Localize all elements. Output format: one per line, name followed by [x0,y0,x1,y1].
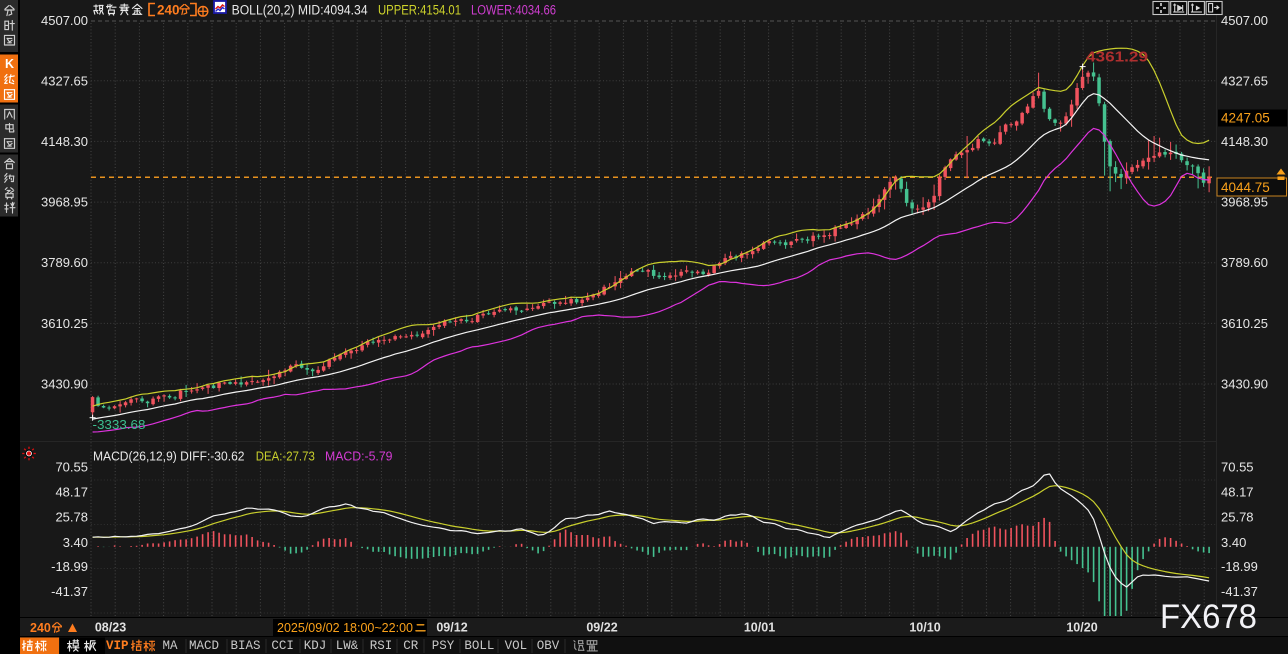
svg-text:LW&: LW& [336,639,359,653]
svg-text:4247.05: 4247.05 [1221,111,1270,126]
svg-text:09/22: 09/22 [586,621,617,635]
svg-text:VOL: VOL [505,639,528,653]
svg-text:-41.37: -41.37 [51,584,88,599]
svg-text:OBV: OBV [537,639,560,653]
svg-text:09/12: 09/12 [436,621,467,635]
svg-text:10/01: 10/01 [744,621,775,635]
svg-text:2025/09/02 18:00~22:00: 2025/09/02 18:00~22:00 [277,620,413,635]
svg-text:70.55: 70.55 [1221,460,1254,475]
svg-text:VIP: VIP [106,639,129,653]
svg-text:-3333.68: -3333.68 [93,417,146,432]
svg-text:70.55: 70.55 [55,460,88,475]
svg-text:4044.75: 4044.75 [1221,180,1270,195]
svg-text:25.78: 25.78 [1221,510,1254,525]
svg-text:BIAS: BIAS [230,639,260,653]
svg-text:4327.65: 4327.65 [41,73,88,88]
svg-text:BOLL: BOLL [464,639,494,653]
svg-text:MACD:-5.79: MACD:-5.79 [325,449,393,464]
svg-text:10/20: 10/20 [1066,621,1097,635]
svg-text:10/10: 10/10 [909,621,940,635]
svg-text:3.40: 3.40 [63,535,88,550]
svg-text:KDJ: KDJ [304,639,327,653]
svg-text:CR: CR [403,639,419,653]
svg-text:3610.25: 3610.25 [41,316,88,331]
svg-text:4507.00: 4507.00 [1221,13,1268,28]
svg-text:-41.37: -41.37 [1221,584,1258,599]
svg-text:-18.99: -18.99 [1221,559,1258,574]
svg-text:3789.60: 3789.60 [41,255,88,270]
svg-text:3968.95: 3968.95 [1221,195,1268,210]
svg-text:BOLL(20,2) MID:4094.34: BOLL(20,2) MID:4094.34 [232,2,368,17]
svg-text:MACD: MACD [189,639,219,653]
svg-text:DEA:-27.73: DEA:-27.73 [256,449,315,464]
svg-text:3430.90: 3430.90 [1221,377,1268,392]
svg-text:3968.95: 3968.95 [41,195,88,210]
svg-text:K: K [5,57,14,71]
svg-text:240: 240 [30,621,51,635]
svg-text:4361.29: 4361.29 [1086,50,1148,66]
svg-text:240: 240 [157,2,180,17]
svg-text:MACD(26,12,9) DIFF:-30.62: MACD(26,12,9) DIFF:-30.62 [93,449,245,464]
svg-text:3789.60: 3789.60 [1221,255,1268,270]
svg-text:4148.30: 4148.30 [41,134,88,149]
svg-text:RSI: RSI [370,639,393,653]
svg-text:3610.25: 3610.25 [1221,316,1268,331]
svg-text:PSY: PSY [432,639,455,653]
svg-text:4327.65: 4327.65 [1221,73,1268,88]
svg-text:08/23: 08/23 [95,621,126,635]
svg-text:UPPER:4154.01: UPPER:4154.01 [378,2,461,17]
svg-text:CCI: CCI [271,639,294,653]
svg-text:LOWER:4034.66: LOWER:4034.66 [471,2,556,17]
svg-text:FX678: FX678 [1160,598,1257,636]
svg-text:48.17: 48.17 [1221,485,1254,500]
svg-text:3430.90: 3430.90 [41,377,88,392]
svg-text:3.40: 3.40 [1221,535,1246,550]
svg-text:MA: MA [162,639,178,653]
svg-text:25.78: 25.78 [55,510,88,525]
svg-text:48.17: 48.17 [55,485,88,500]
svg-text:-18.99: -18.99 [51,559,88,574]
svg-text:4507.00: 4507.00 [41,13,88,28]
svg-text:4148.30: 4148.30 [1221,134,1268,149]
